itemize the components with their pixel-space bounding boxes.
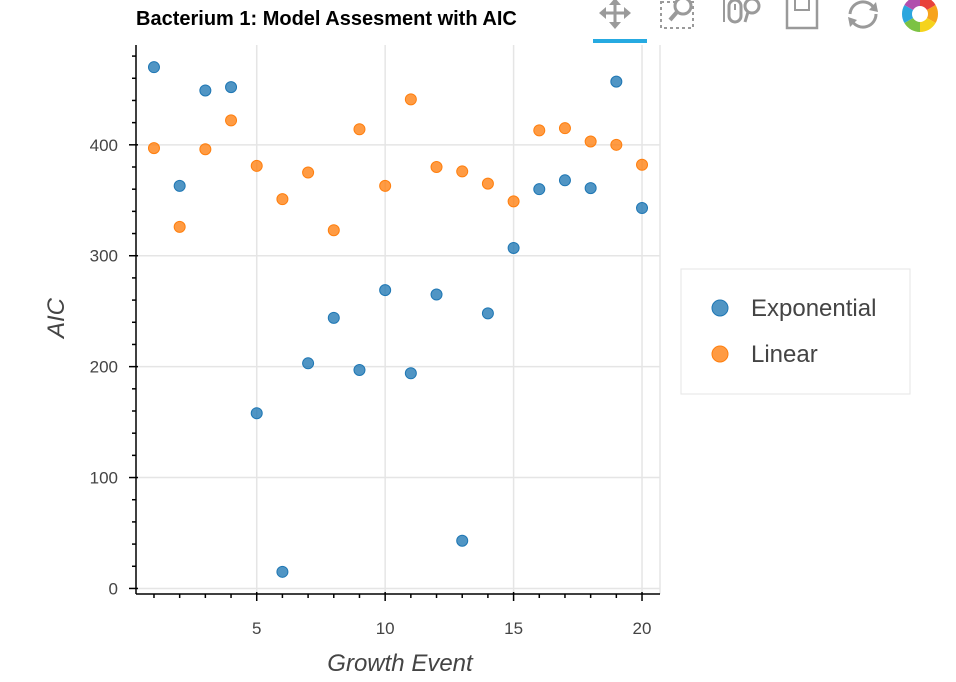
point-linear [225,114,238,127]
point-exponential [199,84,212,97]
point-exponential [147,61,160,74]
legend-label: Exponential [751,295,876,322]
point-exponential [302,357,315,370]
point-linear [636,158,649,171]
point-linear [353,123,366,136]
x-axis-title: Growth Event [327,650,474,677]
legend-marker [711,345,729,363]
point-linear [430,161,443,173]
point-exponential [276,565,289,578]
save-tool-icon[interactable] [783,0,827,34]
y-axis: 0 100 200 300 400 [90,45,138,598]
point-exponential [636,202,649,215]
point-exponential [584,182,597,195]
x-tick-label: 5 [252,619,261,638]
chart-title: Bacterium 1: Model Assesment with AIC [136,8,517,30]
active-tool-indicator [593,39,647,43]
point-exponential [379,284,392,297]
legend: Exponential Linear [680,268,911,395]
legend-label: Linear [751,341,818,368]
point-exponential [533,183,546,196]
point-exponential [250,407,263,420]
point-linear [199,143,212,156]
data-points [147,61,649,578]
point-exponential [558,174,571,187]
grid [136,45,660,594]
point-linear [481,177,494,190]
point-exponential [353,363,366,376]
wheel-zoom-tool-icon[interactable] [718,0,768,34]
point-exponential [430,288,443,301]
y-axis-title: AIC [43,297,70,340]
legend-marker [711,299,729,317]
x-tick-label: 15 [504,619,523,638]
y-tick-label: 100 [90,469,118,488]
x-axis: 5 10 15 20 [136,592,660,638]
pan-tool-icon[interactable] [593,0,647,43]
point-linear [379,179,392,192]
point-linear [250,159,263,172]
point-linear [404,93,417,106]
point-exponential [225,81,238,94]
point-exponential [456,534,469,547]
y-tick-label: 200 [90,358,118,377]
point-linear [302,166,315,179]
point-linear [327,224,340,237]
box-zoom-tool-icon[interactable] [658,0,702,34]
y-tick-label: 0 [109,579,118,598]
point-exponential [481,307,494,320]
point-linear [276,193,289,206]
point-exponential [327,311,340,324]
x-tick-label: 20 [633,619,652,638]
point-linear [507,195,520,208]
point-linear [456,165,469,178]
point-exponential [404,367,417,380]
point-exponential [610,75,623,88]
y-tick-label: 400 [90,136,118,155]
point-linear [584,135,597,148]
point-linear [558,122,571,135]
x-tick-label: 10 [376,619,395,638]
point-exponential [507,241,520,254]
point-exponential [173,179,186,192]
point-linear [610,138,623,151]
reset-tool-icon[interactable] [842,0,886,34]
point-linear [533,124,546,137]
point-linear [173,220,186,233]
y-tick-label: 300 [90,247,118,266]
bokeh-logo-icon[interactable] [900,0,944,34]
legend-box [680,268,911,395]
point-linear [147,142,160,155]
